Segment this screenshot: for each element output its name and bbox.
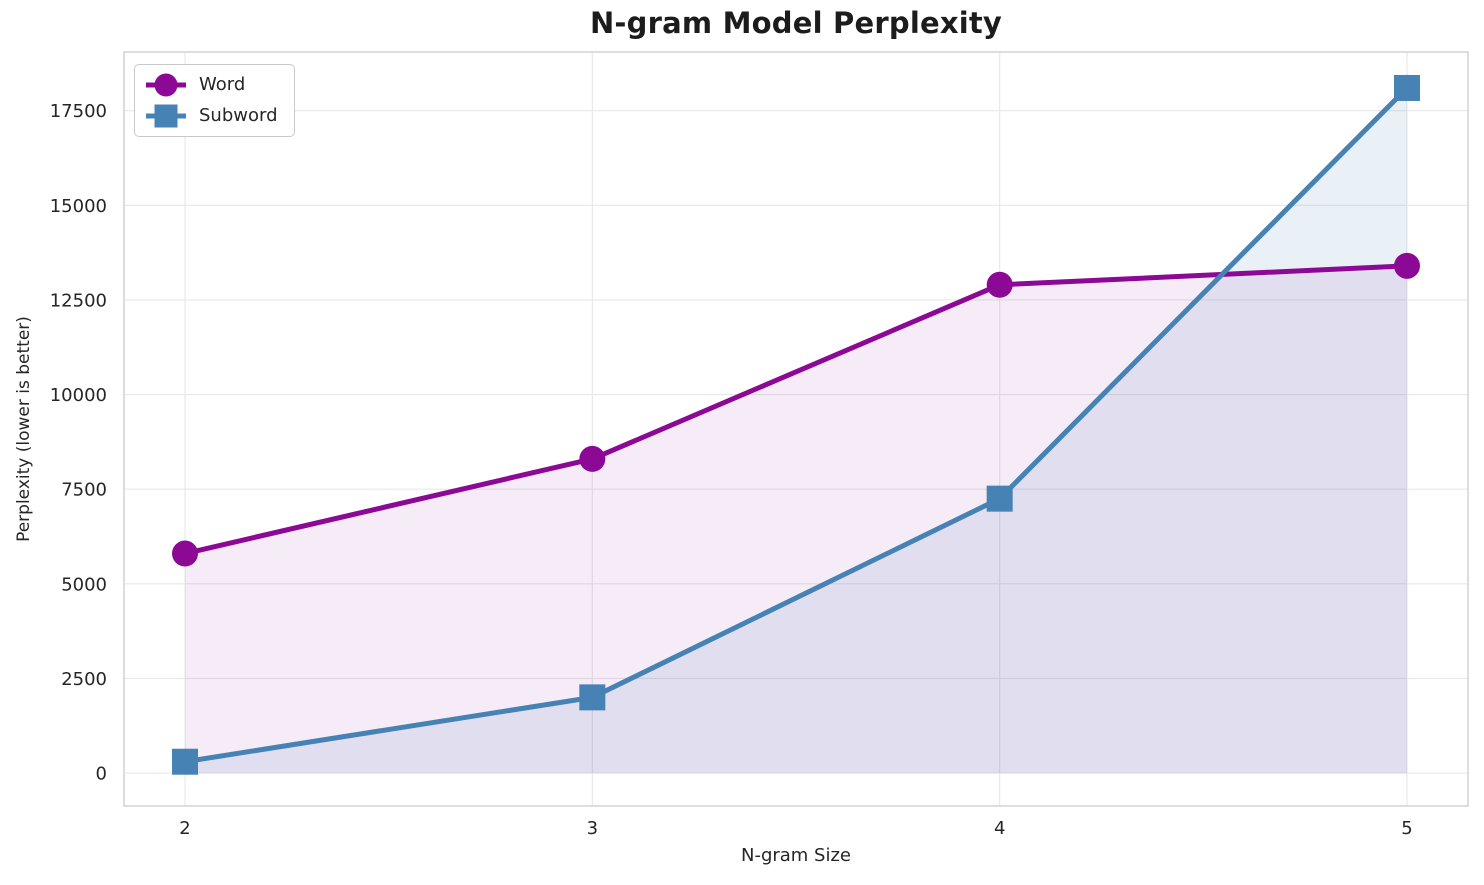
- x-axis-label: N-gram Size: [740, 845, 852, 866]
- y-tick-label: 7500: [61, 480, 107, 501]
- data-point-word: [986, 271, 1013, 298]
- chart-title: N-gram Model Perplexity: [589, 6, 1003, 40]
- x-tick-label: 3: [587, 818, 598, 839]
- data-point-word: [1394, 252, 1420, 279]
- x-tick-label: 4: [994, 818, 1005, 839]
- y-tick-label: 10000: [50, 385, 107, 406]
- series-line-subword: [182, 85, 1410, 765]
- legend-item-subword: Subword: [143, 101, 278, 131]
- data-point-subword: [986, 485, 1013, 512]
- word-line-circle-icon: [146, 73, 186, 97]
- x-tick-label: 5: [1401, 818, 1412, 839]
- legend-label-word: Word: [199, 74, 246, 95]
- y-tick-label: 17500: [50, 101, 107, 122]
- y-tick-label: 12500: [50, 290, 107, 311]
- data-point-subword: [1394, 74, 1420, 101]
- y-axis-label: Perplexity (lower is better): [14, 316, 34, 542]
- y-tick-label: 5000: [61, 574, 107, 595]
- data-point-subword: [172, 748, 198, 775]
- x-tick-label: 2: [179, 818, 190, 839]
- legend-item-word: Word: [143, 70, 278, 100]
- series-line-word: [182, 263, 1410, 557]
- data-point-word: [172, 540, 198, 567]
- legend: Word Subword: [134, 64, 295, 137]
- y-tick-label: 2500: [61, 669, 107, 690]
- y-tick-label: 15000: [50, 196, 107, 217]
- subword-line-square-icon: [146, 104, 186, 128]
- data-point-subword: [579, 684, 606, 711]
- plot-border: [123, 51, 1469, 807]
- legend-label-subword: Subword: [199, 105, 278, 126]
- area-fill-subword: [185, 87, 1407, 774]
- y-tick-label: 0: [96, 764, 107, 785]
- data-point-word: [579, 445, 606, 472]
